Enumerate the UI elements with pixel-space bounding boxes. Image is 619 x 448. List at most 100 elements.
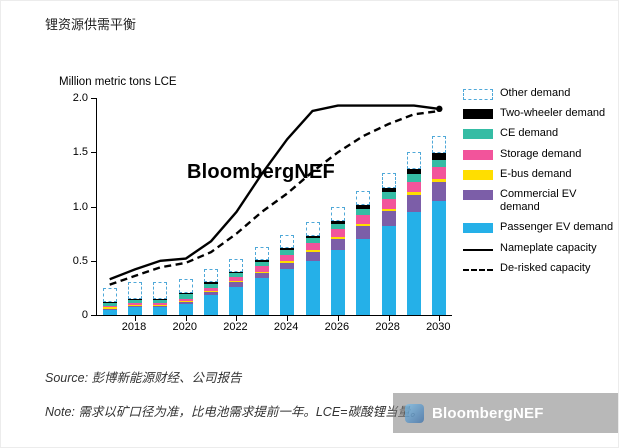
bar-segment-commercial-ev-2030 — [432, 181, 447, 202]
bar-segment-e-bus-2020 — [178, 300, 193, 302]
bar-segment-commercial-ev-2026 — [330, 239, 345, 250]
bar-segment-ce-2024 — [280, 249, 295, 256]
legend-label: Storage demand — [500, 147, 582, 160]
bar-segment-other-2028 — [381, 172, 396, 189]
bar-segment-two-wheeler-2028 — [381, 188, 396, 193]
legend-label: CE demand — [500, 127, 559, 140]
bottom-watermark: BloombergNEF — [393, 393, 618, 433]
bar-segment-ce-2020 — [178, 294, 193, 299]
bar-segment-ce-2025 — [305, 237, 320, 244]
legend-swatch-two-wheeler-demand — [463, 109, 493, 120]
bar-segment-commercial-ev-2028 — [381, 210, 396, 227]
bar-segment-commercial-ev-2022 — [229, 282, 244, 287]
y-tick-mark — [91, 260, 97, 262]
y-tick-label: 2.0 — [72, 92, 88, 104]
legend-swatch-ce-demand — [463, 129, 493, 140]
bar-segment-commercial-ev-2027 — [356, 226, 371, 240]
x-tick-label: 2024 — [273, 321, 299, 333]
x-tick-label: 2020 — [172, 321, 197, 333]
bar-segment-e-bus-2024 — [280, 260, 295, 263]
bar-segment-commercial-ev-2018 — [128, 306, 143, 308]
y-tick-label: 0 — [81, 309, 88, 321]
bar-segment-e-bus-2026 — [330, 236, 345, 240]
bar-segment-other-2030 — [432, 135, 447, 154]
bar-segment-two-wheeler-2017 — [102, 302, 117, 304]
legend-swatch-passenger-ev-demand — [463, 223, 493, 234]
bar-segment-passenger-ev-2027 — [356, 239, 371, 315]
nameplate-capacity-end-marker — [436, 105, 443, 113]
bar-segment-ce-2017 — [102, 303, 117, 307]
bar-segment-two-wheeler-2026 — [330, 220, 345, 224]
legend-item-e-bus-demand: E-bus demand — [463, 168, 615, 181]
bar-segment-ce-2028 — [381, 192, 396, 199]
bar-segment-ce-2022 — [229, 272, 244, 278]
legend-label: Commercial EV demand — [500, 187, 577, 214]
bloombergnef-logo-icon — [405, 403, 424, 423]
bar-segment-two-wheeler-2020 — [178, 293, 193, 295]
bar-segment-storage-2022 — [229, 277, 244, 282]
bar-segment-commercial-ev-2021 — [204, 292, 219, 296]
legend-label: Nameplate capacity — [500, 241, 597, 254]
bar-segment-ce-2018 — [128, 299, 143, 304]
note-text: Note: 需求以矿口径为准，比电池需求提前一年。LCE=碳酸锂当量。 — [45, 405, 423, 419]
x-tick-mark — [337, 315, 339, 321]
x-axis: 2018 2020 2022 2024 2026 2028 2030 — [96, 321, 452, 335]
x-tick-label: 2026 — [324, 321, 350, 333]
legend-swatch-storage-demand — [463, 149, 493, 160]
legend-item-ce-demand: CE demand — [463, 127, 615, 140]
y-tick-label: 1.0 — [72, 200, 88, 213]
bar-segment-two-wheeler-2022 — [229, 271, 244, 273]
legend-label: Two-wheeler demand — [500, 107, 606, 120]
page-title: 锂资源供需平衡 — [45, 17, 137, 32]
chart-plot-area — [91, 98, 452, 321]
bar-segment-two-wheeler-2030 — [432, 153, 447, 160]
bar-segment-storage-2026 — [330, 229, 345, 237]
bar-segment-passenger-ev-2019 — [153, 307, 168, 315]
bar-segment-passenger-ev-2017 — [102, 309, 117, 315]
bar-segment-two-wheeler-2024 — [280, 247, 295, 250]
bar-segment-ce-2029 — [406, 173, 421, 182]
bar-segment-other-2025 — [305, 221, 320, 236]
bar-segment-other-2024 — [280, 234, 295, 248]
bar-segment-storage-2029 — [406, 181, 421, 193]
bar-segment-storage-2027 — [356, 215, 371, 224]
legend-item-commercial-ev-demand: Commercial EV demand — [463, 188, 615, 214]
bar-segment-other-2023 — [254, 246, 269, 260]
y-tick-label: 1.5 — [72, 146, 88, 159]
capacity-lines-layer — [109, 104, 443, 286]
bar-segment-ce-2021 — [204, 283, 219, 288]
legend-swatch-other-demand — [463, 89, 493, 100]
bar-segment-passenger-ev-2030 — [432, 201, 447, 315]
chart-legend: Other demand Two-wheeler demand CE demand S… — [463, 87, 615, 282]
bar-segment-storage-2025 — [305, 243, 320, 250]
bar-segment-commercial-ev-2017 — [102, 308, 117, 310]
bar-segment-passenger-ev-2018 — [128, 307, 143, 315]
bar-segment-passenger-ev-2024 — [280, 269, 295, 315]
bar-segment-two-wheeler-2019 — [153, 298, 168, 300]
y-axis-title: Million metric tons LCE — [59, 76, 177, 88]
bar-segment-e-bus-2029 — [406, 192, 421, 195]
legend-label: Other demand — [500, 87, 571, 99]
bar-segment-other-2019 — [153, 282, 168, 299]
y-tick-label: 0.5 — [72, 254, 88, 267]
x-tick-label: 2018 — [121, 321, 147, 333]
legend-label: De-risked capacity — [500, 261, 591, 274]
y-tick-mark — [91, 206, 97, 208]
source-text: Source: 彭博新能源财经、公司报告 — [45, 371, 242, 385]
bar-segment-two-wheeler-2027 — [356, 205, 371, 209]
bar-segment-other-2017 — [102, 287, 117, 302]
bar-segment-passenger-ev-2025 — [305, 260, 320, 315]
bar-segment-storage-2018 — [128, 303, 143, 306]
bar-segment-two-wheeler-2018 — [128, 298, 143, 300]
bar-segment-passenger-ev-2021 — [204, 295, 219, 315]
bar-segment-e-bus-2023 — [254, 271, 269, 273]
bar-segment-e-bus-2027 — [356, 223, 371, 227]
legend-item-storage-demand: Storage demand — [463, 148, 615, 161]
legend-swatch-nameplate-capacity — [463, 248, 493, 251]
bar-segment-two-wheeler-2025 — [305, 235, 320, 238]
bottom-watermark-text: BloombergNEF — [432, 404, 544, 422]
legend-item-passenger-ev-demand: Passenger EV demand — [463, 221, 615, 234]
x-tick-mark — [287, 315, 289, 321]
legend-swatch-de-risked-capacity — [463, 268, 493, 271]
bar-segment-ce-2019 — [153, 299, 168, 304]
